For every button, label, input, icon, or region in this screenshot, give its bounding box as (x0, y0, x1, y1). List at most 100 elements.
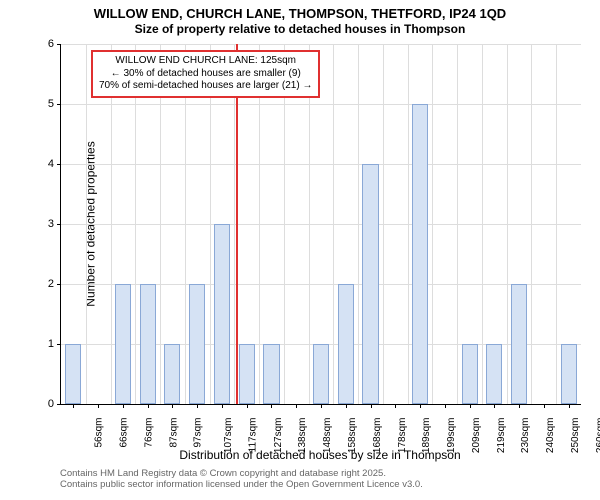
grid-line-vertical (210, 44, 211, 404)
x-tick-mark (271, 404, 272, 408)
histogram-bar (214, 224, 230, 404)
x-tick-mark (445, 404, 446, 408)
y-tick-mark (57, 284, 61, 285)
chart-title-line1: WILLOW END, CHURCH LANE, THOMPSON, THETF… (0, 6, 600, 21)
x-tick-label: 168sqm (372, 418, 383, 454)
x-tick-label: 127sqm (273, 418, 284, 454)
y-tick-label: 3 (14, 218, 54, 230)
grid-line-vertical (234, 44, 235, 404)
x-tick-mark (544, 404, 545, 408)
grid-line-horizontal (61, 104, 581, 105)
chart-container: WILLOW END, CHURCH LANE, THOMPSON, THETF… (0, 0, 600, 500)
annotation-line: ← 30% of detached houses are smaller (9) (99, 68, 312, 81)
grid-line-vertical (482, 44, 483, 404)
x-tick-label: 230sqm (520, 418, 531, 454)
histogram-bar (561, 344, 577, 404)
y-tick-label: 6 (14, 38, 54, 50)
x-tick-label: 240sqm (545, 418, 556, 454)
grid-line-vertical (284, 44, 285, 404)
x-tick-label: 138sqm (298, 418, 309, 454)
y-tick-label: 2 (14, 278, 54, 290)
x-tick-label: 107sqm (223, 418, 234, 454)
y-tick-label: 5 (14, 98, 54, 110)
x-tick-label: 76sqm (143, 418, 154, 448)
x-tick-label: 250sqm (570, 418, 581, 454)
histogram-bar (338, 284, 354, 404)
x-tick-mark (470, 404, 471, 408)
grid-line-vertical (556, 44, 557, 404)
grid-line-vertical (457, 44, 458, 404)
x-tick-label: 219sqm (496, 418, 507, 454)
grid-line-vertical (259, 44, 260, 404)
x-tick-label: 56sqm (94, 418, 105, 448)
histogram-bar (462, 344, 478, 404)
grid-line-vertical (333, 44, 334, 404)
grid-line-horizontal (61, 224, 581, 225)
x-tick-mark (395, 404, 396, 408)
x-tick-mark (296, 404, 297, 408)
x-tick-label: 209sqm (471, 418, 482, 454)
grid-line-horizontal (61, 164, 581, 165)
x-tick-label: 260sqm (595, 418, 600, 454)
x-tick-mark (247, 404, 248, 408)
grid-line-vertical (185, 44, 186, 404)
grid-line-vertical (408, 44, 409, 404)
grid-line-vertical (309, 44, 310, 404)
x-tick-mark (98, 404, 99, 408)
grid-line-horizontal (61, 44, 581, 45)
x-tick-label: 148sqm (322, 418, 333, 454)
y-tick-mark (57, 344, 61, 345)
y-tick-mark (57, 104, 61, 105)
x-tick-mark (420, 404, 421, 408)
histogram-bar (511, 284, 527, 404)
footer-line-1: Contains HM Land Registry data © Crown c… (60, 468, 423, 479)
x-tick-label: 117sqm (247, 418, 258, 453)
grid-line-vertical (531, 44, 532, 404)
y-tick-label: 4 (14, 158, 54, 170)
annotation-box: WILLOW END CHURCH LANE: 125sqm← 30% of d… (91, 50, 320, 98)
x-tick-mark (123, 404, 124, 408)
y-tick-mark (57, 224, 61, 225)
x-tick-mark (73, 404, 74, 408)
histogram-bar (189, 284, 205, 404)
annotation-line: WILLOW END CHURCH LANE: 125sqm (99, 55, 312, 68)
grid-line-vertical (160, 44, 161, 404)
x-tick-mark (371, 404, 372, 408)
x-tick-mark (569, 404, 570, 408)
histogram-bar (140, 284, 156, 404)
x-tick-label: 158sqm (347, 418, 358, 454)
grid-line-vertical (432, 44, 433, 404)
plot-area: WILLOW END CHURCH LANE: 125sqm← 30% of d… (60, 44, 581, 405)
grid-line-vertical (111, 44, 112, 404)
x-tick-mark (321, 404, 322, 408)
x-tick-label: 199sqm (446, 418, 457, 454)
y-tick-mark (57, 44, 61, 45)
annotation-line: 70% of semi-detached houses are larger (… (99, 80, 312, 93)
x-tick-label: 178sqm (397, 418, 408, 454)
histogram-bar (263, 344, 279, 404)
x-tick-mark (222, 404, 223, 408)
marker-line (236, 44, 238, 404)
x-tick-mark (148, 404, 149, 408)
x-tick-mark (346, 404, 347, 408)
histogram-bar (239, 344, 255, 404)
x-tick-label: 87sqm (168, 418, 179, 448)
histogram-bar (115, 284, 131, 404)
footer-line-2: Contains public sector information licen… (60, 479, 423, 490)
x-tick-mark (197, 404, 198, 408)
grid-line-vertical (383, 44, 384, 404)
grid-line-vertical (86, 44, 87, 404)
x-tick-label: 66sqm (119, 418, 130, 448)
chart-title-line2: Size of property relative to detached ho… (0, 22, 600, 36)
histogram-bar (164, 344, 180, 404)
histogram-bar (65, 344, 81, 404)
histogram-bar (313, 344, 329, 404)
grid-line-vertical (135, 44, 136, 404)
y-tick-label: 0 (14, 398, 54, 410)
histogram-bar (412, 104, 428, 404)
x-tick-label: 189sqm (421, 418, 432, 454)
y-tick-mark (57, 164, 61, 165)
grid-line-vertical (358, 44, 359, 404)
histogram-bar (486, 344, 502, 404)
y-tick-label: 1 (14, 338, 54, 350)
